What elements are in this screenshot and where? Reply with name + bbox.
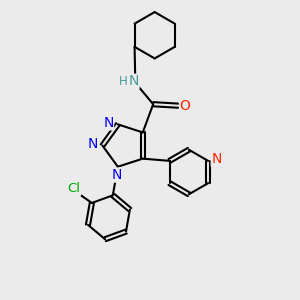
Text: N: N — [211, 152, 222, 167]
Text: N: N — [103, 116, 113, 130]
Text: O: O — [179, 99, 191, 113]
Text: N: N — [88, 137, 98, 151]
Text: N: N — [111, 168, 122, 182]
Text: H: H — [118, 75, 127, 88]
Text: N: N — [129, 74, 139, 88]
Text: Cl: Cl — [68, 182, 80, 195]
